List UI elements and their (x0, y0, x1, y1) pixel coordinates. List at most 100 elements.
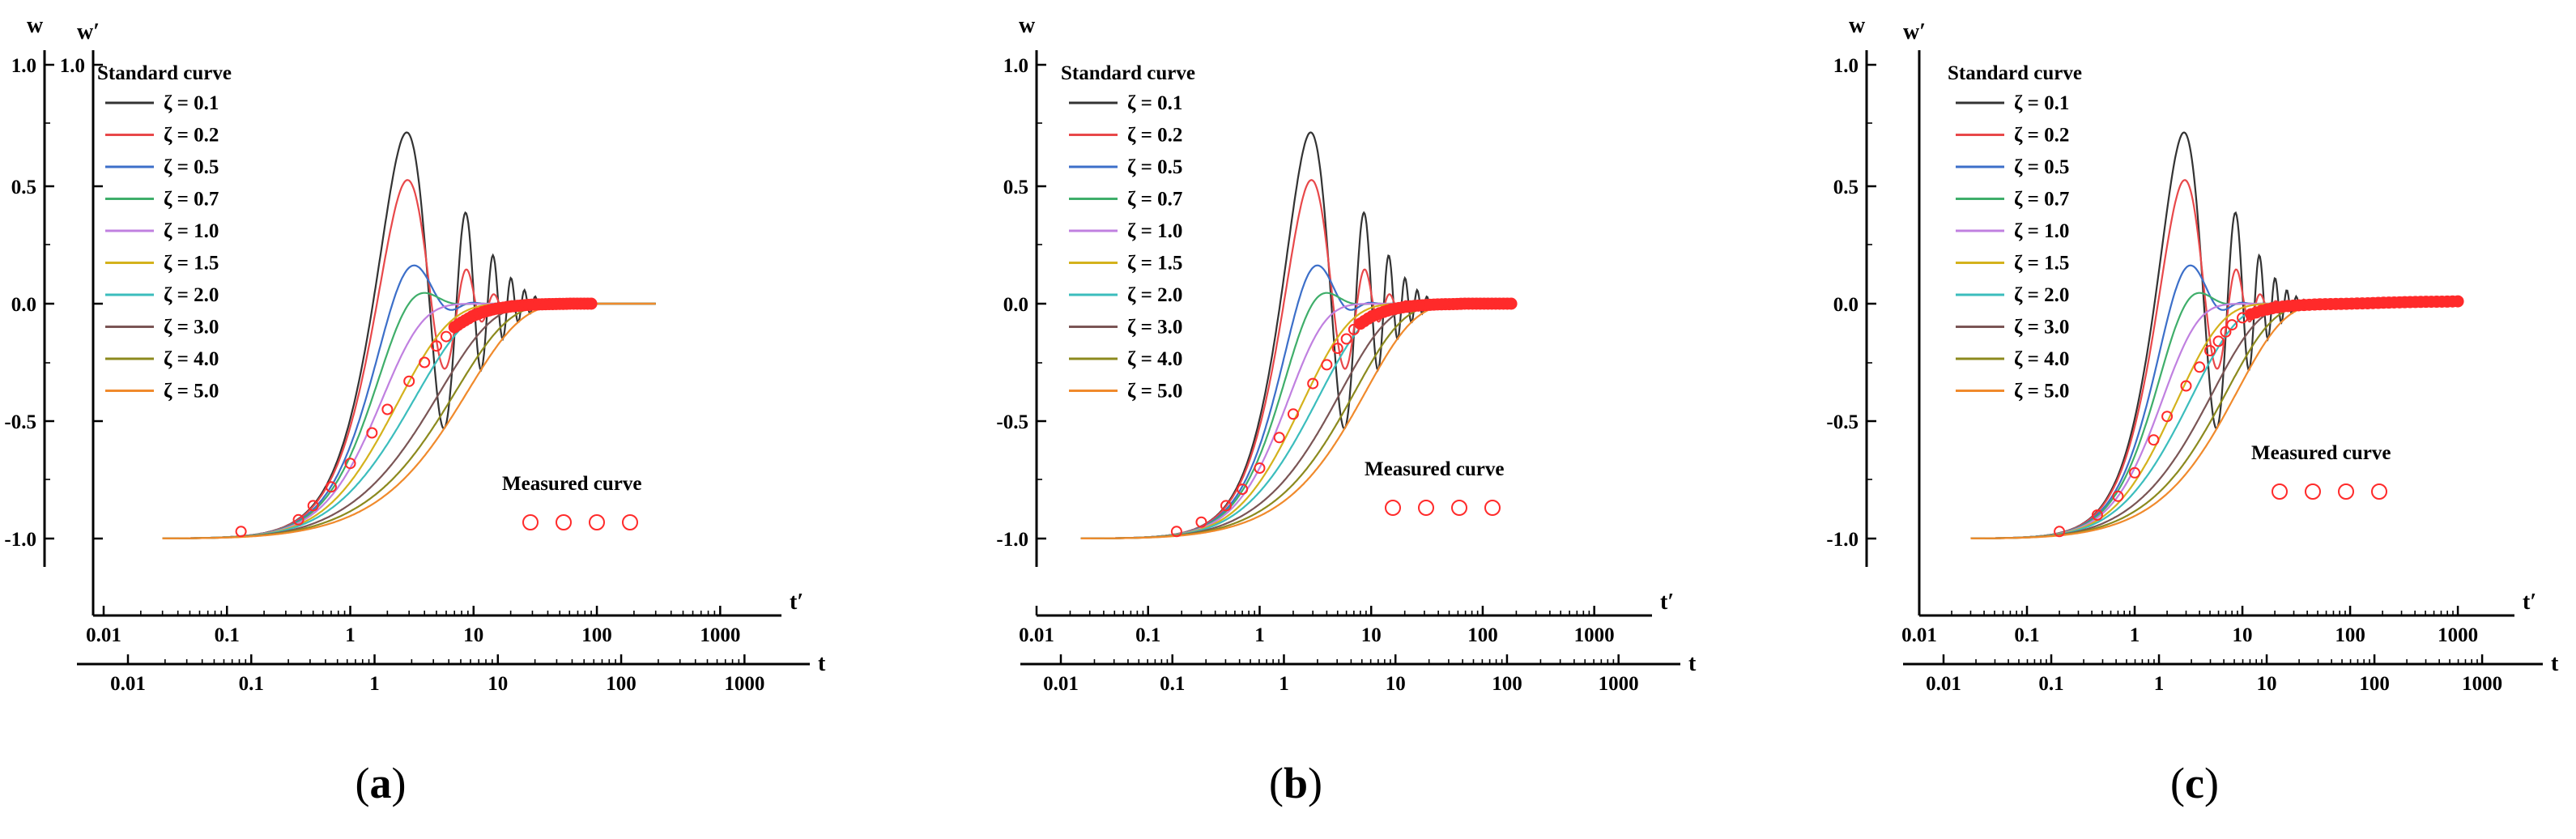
legend: Standard curve ζ = 0.1 ζ = 0.2 ζ = 0.5 ζ = 0… (1061, 62, 1195, 402)
x-top-tick-label: 10 (1361, 624, 1382, 646)
legend-item-label: ζ = 0.7 (1127, 189, 1182, 211)
chart-panel-c: w1.00.50.0-0.5-1.0w′1.0t′t0.010.010.10.1… (1826, 13, 2559, 807)
legend-item-label: ζ = 2.0 (1127, 284, 1182, 306)
measured-legend-marker (1484, 500, 1501, 516)
measured-point (235, 526, 247, 538)
y-axis-label-w: w (1019, 13, 1036, 38)
series-line-5 (162, 302, 656, 539)
x-top-tick-label: 10 (2233, 624, 2253, 646)
measured-point (403, 375, 415, 387)
measured-point (344, 458, 356, 470)
legend-item-label: ζ = 0.1 (164, 92, 219, 114)
legend-item-label: ζ = 0.2 (164, 125, 219, 147)
legend-item-label: ζ = 4.0 (1127, 348, 1182, 370)
y-axis-label-wprime: w′ (77, 19, 100, 45)
measured-point (2204, 345, 2216, 356)
y-tick-label: 0.0 (1003, 294, 1028, 316)
x-top-tick-label: 1 (345, 624, 356, 646)
measured-point (381, 403, 394, 415)
measured-legend-marker (2272, 483, 2288, 500)
x-axis-label-tprime: t′ (2523, 590, 2536, 615)
legend-item-label: ζ = 5.0 (164, 381, 219, 402)
x-bottom-tick-label: 0.1 (1160, 673, 1185, 695)
legend-item-label: ζ = 0.5 (2014, 156, 2069, 178)
measured-point (585, 297, 598, 310)
measured-legend-marker (1451, 500, 1467, 516)
legend-item-label: ζ = 0.1 (2014, 92, 2069, 114)
y-tick-label: -1.0 (996, 529, 1028, 551)
measured-point (2194, 361, 2206, 373)
series-line-7 (162, 302, 656, 539)
series-line-9 (162, 302, 656, 539)
panel-caption: (a) (356, 759, 407, 807)
measured-legend-label: Measured curve (1365, 458, 1504, 480)
measured-points (2054, 295, 2464, 538)
x-bottom-tick-label: 100 (606, 673, 637, 695)
measured-point (1505, 297, 1518, 310)
y-tick-label: 1.0 (1003, 55, 1028, 77)
measured-point (2220, 326, 2232, 338)
legend-item-label: ζ = 1.5 (164, 253, 219, 275)
legend-item-label: ζ = 1.0 (164, 220, 219, 242)
measured-legend-marker (589, 514, 605, 530)
measured-point (2148, 434, 2160, 446)
x-bottom-tick-label: 1000 (2462, 673, 2502, 695)
measured-legend-marker (622, 514, 638, 530)
measured-legend-marker (556, 514, 572, 530)
legend-item-label: ζ = 1.5 (2014, 253, 2069, 275)
measured-point (419, 356, 431, 368)
measured-point (307, 500, 319, 512)
x-bottom-tick-label: 100 (2359, 673, 2390, 695)
measured-point (1273, 432, 1285, 444)
legend-item-label: ζ = 1.0 (2014, 220, 2069, 242)
measured-point (1195, 516, 1207, 528)
measured-point (2212, 335, 2225, 347)
y-tick-label: 1.0 (1833, 55, 1859, 77)
x-top-tick-label: 1 (2130, 624, 2140, 646)
measured-point (430, 340, 442, 352)
y-tick-label: 0.0 (11, 294, 36, 316)
legend-title: Standard curve (1061, 62, 1195, 84)
series-line-4 (162, 302, 656, 539)
panel-caption: (c) (2170, 759, 2219, 807)
measured-point (1321, 359, 1333, 371)
x-bottom-tick-label: 1000 (1599, 673, 1639, 695)
legend-item-label: ζ = 4.0 (2014, 348, 2069, 370)
x-bottom-tick-label: 10 (488, 673, 508, 695)
y-tick-label: -1.0 (1826, 529, 1859, 551)
chart-panel-b: w 1.0 0.5 0.0 -0.5 -1.0 t′ t 0.01 0.01 0.1 0.1 1 1 10 1… (996, 13, 1697, 807)
legend-item-label: ζ = 0.2 (1127, 125, 1182, 147)
y-axis-label-w: w (27, 13, 44, 38)
x-axis-label-tprime: t′ (1660, 590, 1674, 615)
measured-legend-marker (2338, 483, 2354, 500)
legend: Standard curve ζ = 0.1 ζ = 0.2 ζ = 0.5 ζ = 0… (1948, 62, 2082, 402)
measured-point (1287, 408, 1299, 420)
x-bottom-tick-label: 0.01 (1926, 673, 1961, 695)
series-line-8 (162, 302, 656, 539)
x-top-tick-label: 1000 (1574, 624, 1615, 646)
y2-tick-label: 1.0 (60, 55, 85, 77)
measured-legend-marker (2305, 483, 2321, 500)
measured-point (1348, 323, 1360, 335)
x-top-tick-label: 1000 (2438, 624, 2478, 646)
measured-point (2451, 295, 2464, 308)
measured-point (1220, 500, 1233, 512)
measured-point (2226, 319, 2238, 331)
chart-panel-a: w 1.0 0.5 0.0 -0.5 -1.0 w′ 1.0 t′ t 0.01 0.01 0.1 0.1… (4, 13, 826, 807)
legend-item-label: ζ = 3.0 (2014, 317, 2069, 339)
legend-item-label: ζ = 2.0 (164, 284, 219, 306)
x-top-tick-label: 100 (2335, 624, 2365, 646)
x-bottom-tick-label: 10 (2257, 673, 2277, 695)
measured-legend-label: Measured curve (2251, 442, 2391, 464)
measured-point (1307, 377, 1319, 390)
measured-point (2091, 509, 2103, 521)
x-top-tick-label: 0.01 (1019, 624, 1054, 646)
legend-item-label: ζ = 0.5 (1127, 156, 1182, 178)
x-bottom-tick-label: 100 (1492, 673, 1522, 695)
x-axis-label-t: t (2551, 651, 2559, 676)
legend-title: Standard curve (97, 62, 232, 84)
legend-item-label: ζ = 5.0 (1127, 381, 1182, 402)
series-line-3 (162, 292, 656, 539)
x-bottom-tick-label: 0.01 (110, 673, 146, 695)
